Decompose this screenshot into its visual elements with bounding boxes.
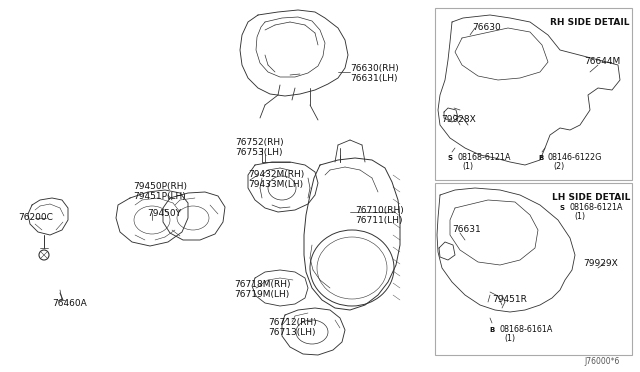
- Text: 08168-6121A: 08168-6121A: [569, 203, 623, 212]
- Text: 76712(RH): 76712(RH): [268, 317, 317, 327]
- Text: 76200C: 76200C: [18, 214, 53, 222]
- Text: 79451P(LH): 79451P(LH): [133, 192, 186, 202]
- Text: 76710(RH): 76710(RH): [355, 205, 404, 215]
- Text: 76718M(RH): 76718M(RH): [234, 280, 291, 289]
- Text: 76752(RH): 76752(RH): [235, 138, 284, 147]
- Text: 76719M(LH): 76719M(LH): [234, 291, 289, 299]
- Text: 79450Y: 79450Y: [147, 208, 181, 218]
- Text: (1): (1): [504, 334, 515, 343]
- Text: 76753(LH): 76753(LH): [235, 148, 282, 157]
- Text: 76631: 76631: [452, 225, 481, 234]
- Text: S: S: [559, 205, 564, 211]
- Text: 76631(LH): 76631(LH): [350, 74, 397, 83]
- Text: 08146-6122G: 08146-6122G: [548, 154, 602, 163]
- Text: RH SIDE DETAIL: RH SIDE DETAIL: [550, 18, 630, 27]
- Text: 79433M(LH): 79433M(LH): [248, 180, 303, 189]
- Text: 76630(RH): 76630(RH): [350, 64, 399, 73]
- Text: 79928X: 79928X: [441, 115, 476, 125]
- Bar: [435, 183, 632, 355]
- Text: 79929X: 79929X: [583, 259, 618, 267]
- Text: 79451R: 79451R: [492, 295, 527, 305]
- Text: (1): (1): [574, 212, 585, 221]
- Text: 76711(LH): 76711(LH): [355, 215, 403, 224]
- Text: 08168-6161A: 08168-6161A: [499, 326, 552, 334]
- Text: 76644M: 76644M: [584, 58, 620, 67]
- Text: 76713(LH): 76713(LH): [268, 327, 316, 337]
- Text: J76000*6: J76000*6: [584, 357, 620, 366]
- Text: 76630: 76630: [472, 23, 500, 32]
- Text: 76460A: 76460A: [52, 298, 87, 308]
- Text: B: B: [538, 155, 543, 161]
- Text: (1): (1): [462, 161, 473, 170]
- Bar: [435, 8, 632, 180]
- Text: LH SIDE DETAIL: LH SIDE DETAIL: [552, 193, 630, 202]
- Text: 08168-6121A: 08168-6121A: [457, 154, 511, 163]
- Text: (2): (2): [553, 161, 564, 170]
- Text: 79450P(RH): 79450P(RH): [133, 183, 187, 192]
- Text: 79432M(RH): 79432M(RH): [248, 170, 304, 180]
- Text: S: S: [447, 155, 452, 161]
- Text: B: B: [490, 327, 495, 333]
